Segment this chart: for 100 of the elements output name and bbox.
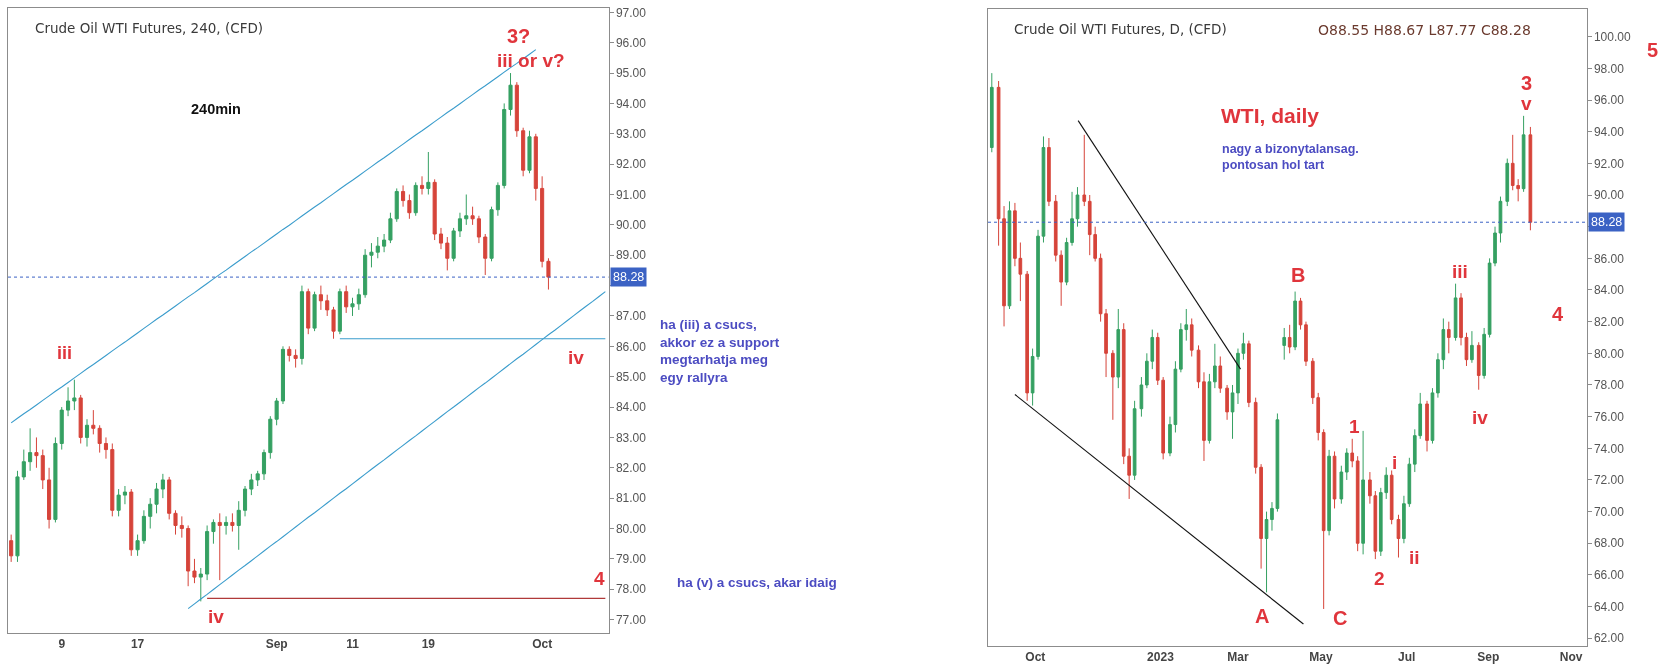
candlestick	[508, 72, 513, 117]
x-tick-label: Jul	[1397, 650, 1416, 665]
candlestick	[1482, 327, 1486, 380]
candlestick	[1218, 355, 1223, 394]
candlestick	[129, 488, 134, 557]
y-tick-label: 95.00	[615, 66, 647, 81]
x-tick-label: 2023	[1147, 650, 1175, 665]
y-tick-label: 86.00	[1593, 251, 1625, 266]
y-tick-label: 82.00	[1593, 314, 1625, 329]
candlestick	[242, 485, 248, 517]
y-tick-label: 81.00	[615, 491, 647, 506]
x-tick-label: Nov	[1559, 650, 1583, 665]
y-tick-label: 90.00	[1593, 188, 1625, 203]
candlestick	[34, 436, 39, 469]
y-tick-label: 87.00	[615, 309, 647, 324]
x-tick-label: 19	[421, 637, 436, 652]
candlestick	[407, 194, 412, 220]
annotation: WTI, daily	[1221, 104, 1320, 127]
candlestick	[521, 127, 526, 177]
candlestick	[1327, 449, 1331, 536]
candlestick	[527, 130, 532, 174]
y-tick-label: 97.00	[615, 5, 647, 20]
y-tick-label: 64.00	[1593, 599, 1625, 614]
candlestick	[426, 151, 431, 196]
candlestick	[1213, 343, 1217, 389]
candlestick	[1047, 137, 1051, 207]
candlestick	[445, 236, 450, 271]
candlestick	[280, 345, 286, 405]
x-tick-label: Mar	[1227, 650, 1249, 665]
candlestick	[1321, 428, 1326, 610]
candlestick	[110, 443, 115, 517]
candlestick	[464, 194, 469, 226]
annotation: iv	[208, 606, 225, 627]
candlestick	[1528, 126, 1533, 231]
candlestick	[1139, 376, 1144, 418]
ref-line-label: 88.28	[1591, 215, 1623, 229]
candlestick	[1476, 341, 1481, 391]
candlestick	[179, 515, 184, 539]
x-tick-label: Sep	[265, 637, 288, 652]
candlestick	[306, 288, 311, 335]
candlestick	[293, 348, 298, 369]
candlestick	[261, 449, 267, 481]
candlestick	[337, 288, 342, 335]
candlestick	[989, 72, 994, 153]
candlestick	[356, 288, 361, 311]
candlestick	[533, 133, 538, 202]
candlestick	[230, 512, 235, 533]
candlestick	[1247, 340, 1251, 408]
y-tick-label: 92.00	[615, 157, 647, 172]
y-tick-label: 66.00	[1593, 568, 1625, 583]
candlestick	[1470, 330, 1474, 364]
y-tick-label: 84.00	[1593, 283, 1625, 298]
x-tick-label: 9	[58, 637, 66, 652]
candlestick	[1453, 283, 1458, 342]
candlestick	[1389, 469, 1394, 525]
candlestick	[192, 558, 197, 584]
candlestick	[224, 515, 229, 536]
annotation: ii	[1409, 547, 1420, 568]
candlestick	[148, 497, 153, 530]
candlestick	[432, 178, 437, 241]
text: 5	[1647, 39, 1659, 61]
candlestick	[540, 175, 545, 268]
y-tick-label: 70.00	[1593, 504, 1625, 519]
y-tick-label: 100.00	[1593, 29, 1631, 44]
candlestick	[217, 512, 222, 581]
candlestick	[1396, 514, 1401, 559]
x-tick-label: May	[1309, 650, 1333, 665]
candlestick	[40, 449, 45, 490]
candlestick	[318, 285, 323, 311]
text: ha (iii) a csucs, akkor ez a support megtarhatja meg egy rallyra	[660, 317, 780, 385]
candlestick	[173, 509, 178, 536]
y-tick-label: 72.00	[1593, 473, 1625, 488]
candlestick	[1446, 321, 1451, 354]
candlestick	[363, 248, 368, 299]
candlestick	[198, 567, 203, 602]
candlestick	[1355, 455, 1360, 552]
candlestick	[1344, 447, 1349, 481]
annotation: 4	[1552, 303, 1564, 325]
candlestick	[1225, 384, 1229, 421]
y-tick-label: 90.00	[615, 218, 647, 233]
y-tick-label: 89.00	[615, 248, 647, 263]
candlestick	[1282, 327, 1287, 361]
annotation: 4	[594, 568, 605, 589]
ref-line-label: 88.28	[613, 270, 645, 284]
candlestick	[413, 181, 418, 217]
annotation: 1	[1349, 416, 1360, 437]
candlestick	[476, 215, 481, 244]
candlestick	[1025, 270, 1029, 402]
candlestick	[135, 534, 140, 557]
candlestick	[287, 345, 292, 363]
candlestick	[186, 524, 191, 587]
candlestick	[167, 476, 172, 520]
candlestick	[1425, 400, 1429, 452]
candlestick	[1207, 373, 1212, 445]
y-tick-label: 79.00	[615, 552, 647, 567]
candlestick	[1332, 450, 1337, 509]
candlestick	[457, 212, 462, 238]
candlestick	[205, 524, 210, 581]
candlestick	[1132, 400, 1137, 481]
candlestick	[394, 187, 399, 223]
